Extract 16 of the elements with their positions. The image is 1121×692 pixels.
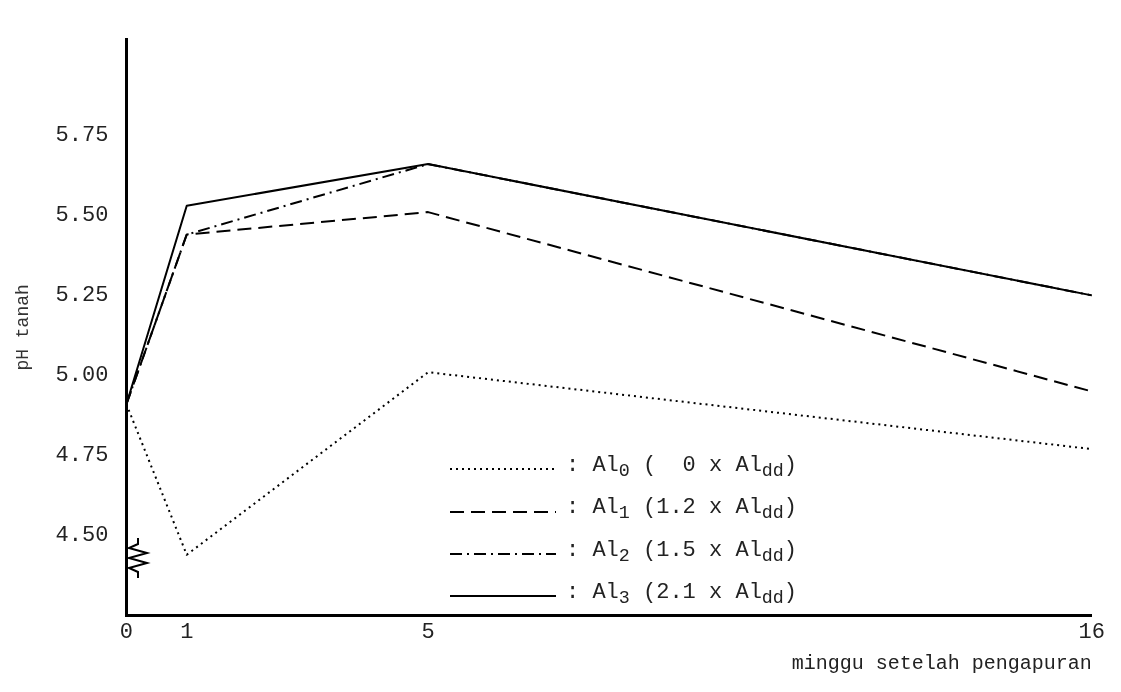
legend-label: : Al$_{2}$ (1.5 x Al$_{dd}$) <box>566 536 798 570</box>
x-tick-label: 0 <box>119 619 134 645</box>
y-tick-label: 5.00 <box>55 363 109 389</box>
x-tick-label: 5 <box>421 619 435 645</box>
legend-label: : Al$_{1}$ (1.2 x Al$_{dd}$) <box>566 494 798 527</box>
y-axis-title: pH tanah <box>12 284 33 371</box>
y-tick-label: 5.75 <box>55 123 109 149</box>
legend-label: : Al$_{3}$ (2.1 x Al$_{dd}$) <box>566 579 798 612</box>
x-axis-title: minggu setelah pengapuran <box>791 652 1092 676</box>
y-tick-label: 5.50 <box>55 203 109 229</box>
y-tick-label: 5.25 <box>55 283 109 309</box>
x-tick-label: 16 <box>1078 619 1105 645</box>
y-tick-label: 4.50 <box>55 523 109 549</box>
legend-label: : Al$_{0}$ ( 0 x Al$_{dd}$) <box>566 452 798 485</box>
x-tick-label: 1 <box>180 619 194 645</box>
y-tick-label: 4.75 <box>55 443 109 469</box>
